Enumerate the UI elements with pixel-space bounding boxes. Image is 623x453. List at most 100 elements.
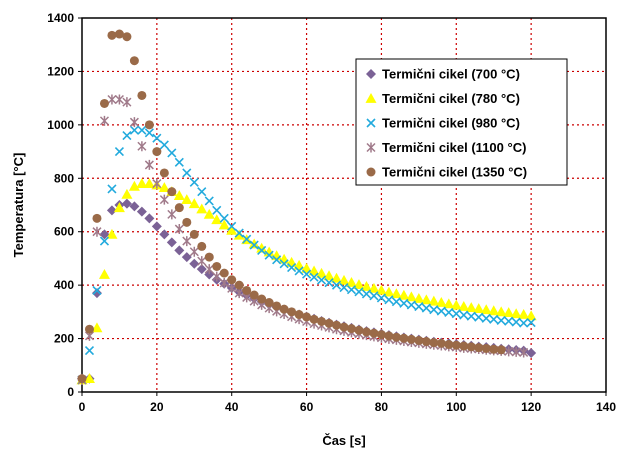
- data-point: [384, 331, 394, 341]
- data-point: [137, 90, 147, 100]
- data-point: [91, 322, 103, 333]
- data-point: [182, 168, 192, 178]
- data-point: [421, 337, 431, 347]
- x-tick-label: 120: [521, 400, 541, 414]
- data-point: [152, 147, 162, 157]
- data-point: [159, 168, 169, 178]
- data-point: [129, 56, 139, 66]
- data-point: [429, 338, 439, 348]
- data-point: [316, 275, 327, 285]
- data-point: [465, 302, 477, 312]
- data-point: [338, 274, 350, 285]
- data-point: [518, 309, 530, 319]
- data-point: [451, 340, 461, 350]
- data-point: [181, 252, 192, 263]
- data-point: [249, 240, 259, 250]
- data-point: [136, 206, 147, 217]
- data-point: [219, 278, 229, 289]
- data-point: [106, 205, 117, 216]
- data-point: [129, 201, 140, 212]
- data-point: [383, 286, 395, 297]
- data-point: [196, 203, 208, 214]
- data-point: [219, 213, 229, 223]
- data-point: [488, 305, 500, 316]
- data-point: [324, 318, 334, 328]
- data-point: [189, 229, 199, 239]
- x-tick-label: 20: [150, 400, 164, 414]
- data-point: [339, 282, 349, 293]
- data-point: [526, 317, 536, 328]
- data-point: [174, 245, 185, 256]
- data-point: [353, 279, 365, 290]
- data-point: [204, 252, 214, 262]
- data-point: [159, 194, 169, 205]
- data-point: [249, 290, 259, 300]
- data-point: [264, 250, 274, 260]
- data-point: [466, 342, 476, 352]
- data-point: [287, 307, 297, 317]
- data-point: [114, 94, 124, 105]
- data-point: [390, 288, 402, 299]
- data-point: [421, 303, 431, 313]
- data-point: [308, 265, 320, 276]
- data-point: [510, 308, 522, 319]
- legend-item: Termični cikel (980 °C): [366, 116, 520, 131]
- y-tick-label: 400: [54, 278, 74, 292]
- data-point: [122, 97, 132, 108]
- data-point: [332, 320, 342, 330]
- data-point: [459, 310, 469, 320]
- data-point: [361, 327, 371, 337]
- data-point: [526, 347, 537, 358]
- legend-label: Termični cikel (980 °C): [382, 116, 520, 131]
- legend-marker: [366, 142, 376, 153]
- data-point: [174, 157, 184, 167]
- data-point: [264, 298, 274, 308]
- data-point: [158, 182, 170, 193]
- data-point: [443, 298, 455, 309]
- data-point: [398, 289, 410, 300]
- data-point: [114, 29, 124, 39]
- data-point: [114, 147, 124, 157]
- data-point: [480, 304, 492, 315]
- data-point: [122, 130, 132, 141]
- data-point: [346, 285, 357, 295]
- data-point: [234, 228, 244, 238]
- x-tick-label: 0: [79, 400, 86, 414]
- data-point: [219, 268, 229, 278]
- data-point: [399, 333, 409, 343]
- data-point: [77, 374, 87, 384]
- data-point: [203, 208, 215, 219]
- y-tick-label: 0: [67, 385, 74, 399]
- data-point: [316, 267, 328, 278]
- data-point: [384, 295, 394, 305]
- data-point: [414, 335, 424, 345]
- x-tick-label: 40: [225, 400, 239, 414]
- data-point: [331, 272, 343, 283]
- data-point: [106, 228, 118, 239]
- data-point: [263, 246, 275, 257]
- data-point: [248, 238, 260, 249]
- data-point: [151, 221, 162, 232]
- data-point: [196, 264, 207, 275]
- data-point: [346, 324, 356, 334]
- data-point: [234, 288, 244, 299]
- data-point: [189, 258, 200, 269]
- legend-label: Termični cikel (1350 °C): [382, 165, 527, 180]
- data-point: [354, 325, 364, 335]
- data-point: [121, 198, 132, 209]
- data-point: [302, 312, 312, 322]
- data-point: [294, 266, 304, 276]
- data-point: [489, 314, 499, 324]
- data-point: [496, 315, 506, 325]
- data-point: [458, 301, 470, 311]
- y-tick-label: 600: [54, 225, 74, 239]
- data-point: [83, 373, 95, 384]
- data-point: [226, 224, 238, 235]
- data-point: [122, 32, 132, 42]
- data-point: [84, 346, 95, 356]
- data-point: [323, 270, 335, 281]
- y-tick-label: 200: [54, 332, 74, 346]
- data-point: [212, 271, 222, 282]
- data-point: [197, 256, 207, 267]
